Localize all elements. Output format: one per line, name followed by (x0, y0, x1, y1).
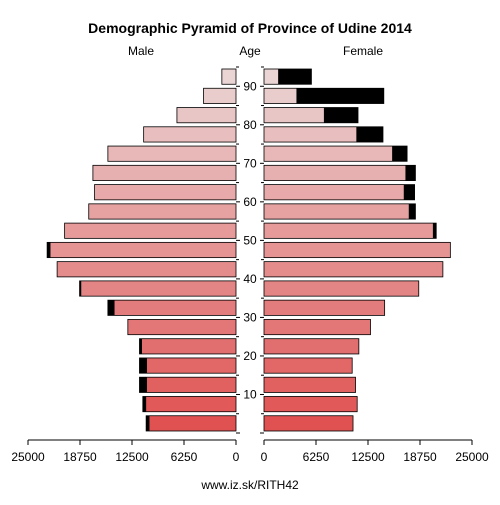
female-excess-50-54 (432, 223, 437, 239)
female-bars (263, 68, 451, 432)
female-x-tick-label: 18750 (403, 450, 437, 464)
female-excess-80-84 (323, 107, 359, 123)
female-x-tick-label: 25000 (455, 450, 489, 464)
female-excess-60-64 (403, 184, 415, 200)
male-bar-5-9 (142, 396, 237, 413)
female-bar-15-19 (263, 357, 353, 374)
female-bar-65-69 (263, 164, 416, 181)
male-bar-0-4 (145, 415, 237, 432)
female-x-tick-label: 12500 (351, 450, 385, 464)
male-excess-35-39 (79, 280, 82, 297)
male-bar-40-44 (56, 261, 237, 278)
female-excess-70-74 (392, 146, 408, 162)
male-x-tick-label: 12500 (115, 450, 149, 464)
male-excess-45-49 (47, 242, 51, 258)
female-x-tick-label: 6250 (303, 450, 330, 464)
age-tick-label: 30 (243, 310, 257, 324)
chart-title: Demographic Pyramid of Province of Udine… (88, 20, 412, 36)
male-bar-90+ (221, 68, 237, 85)
male-bar-80-84 (176, 107, 237, 124)
male-bar-85-89 (203, 87, 237, 104)
male-excess-20-24 (139, 338, 142, 354)
male-excess-30-34 (107, 300, 115, 316)
male-x-tick-label: 6250 (171, 450, 198, 464)
male-x-tick-label: 25000 (11, 450, 45, 464)
age-tick-label: 50 (243, 233, 257, 247)
female-bar-55-59 (263, 203, 416, 220)
female-bar-60-64 (263, 184, 415, 201)
age-tick-label: 60 (243, 195, 257, 209)
male-bar-25-29 (127, 319, 237, 336)
age-tick-label: 80 (243, 118, 257, 132)
male-bar-20-24 (139, 338, 237, 355)
female-label: Female (343, 44, 383, 58)
female-excess-85-89 (296, 88, 384, 104)
female-bar-35-39 (263, 280, 420, 297)
female-excess-65-69 (405, 165, 416, 181)
female-excess-90+ (278, 69, 312, 85)
female-bar-45-49 (263, 241, 451, 259)
male-excess-15-19 (139, 357, 147, 374)
age-tick-label: 20 (243, 349, 257, 363)
male-bar-55-59 (88, 203, 237, 220)
male-bar-30-34 (107, 299, 237, 316)
male-excess-5-9 (142, 396, 147, 412)
age-label: Age (239, 44, 261, 58)
male-bar-50-54 (64, 222, 237, 239)
male-bar-75-79 (143, 126, 237, 143)
female-bar-5-9 (263, 396, 358, 413)
male-excess-10-14 (139, 377, 147, 393)
age-tick-label: 10 (243, 387, 257, 401)
female-bar-20-24 (263, 338, 360, 355)
female-excess-55-59 (408, 203, 416, 220)
female-bar-70-74 (263, 145, 408, 162)
female-bar-0-4 (263, 415, 354, 432)
male-bar-60-64 (94, 184, 237, 201)
male-x-tick-label: 0 (233, 450, 240, 464)
male-bar-35-39 (79, 280, 237, 297)
female-bar-30-34 (263, 299, 386, 316)
female-bar-75-79 (263, 126, 384, 143)
male-bar-15-19 (139, 357, 237, 374)
age-tick-label: 70 (243, 156, 257, 170)
female-bar-40-44 (263, 261, 444, 278)
male-x-tick-label: 18750 (63, 450, 97, 464)
female-excess-75-79 (356, 126, 383, 143)
male-label: Male (128, 44, 154, 58)
male-bar-70-74 (107, 145, 237, 162)
male-bar-10-14 (139, 376, 237, 393)
male-bar-45-49 (46, 241, 237, 259)
footer-url: www.iz.sk/RITH42 (200, 478, 299, 492)
male-bars (46, 68, 237, 432)
male-bar-65-69 (92, 164, 237, 181)
male-excess-0-4 (146, 415, 150, 431)
female-bar-50-54 (263, 222, 437, 239)
age-tick-label: 90 (243, 79, 257, 93)
female-bar-10-14 (263, 376, 356, 393)
age-tick-label: 40 (243, 272, 257, 286)
female-bar-25-29 (263, 319, 371, 336)
axes: 25000 18750 12500 6250 0 0 6250 12500 18750 25000… (11, 66, 489, 464)
female-x-tick-label: 0 (261, 450, 268, 464)
